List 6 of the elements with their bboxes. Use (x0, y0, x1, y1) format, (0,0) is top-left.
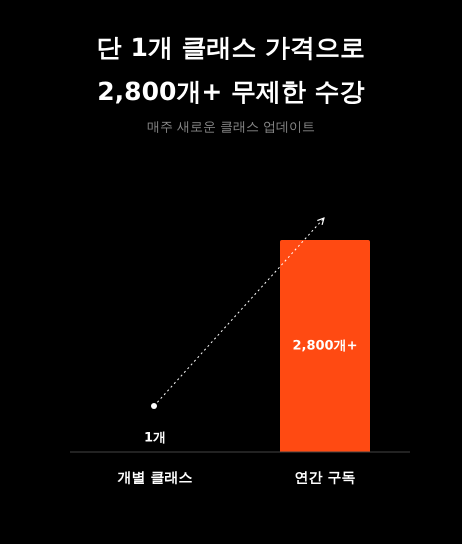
x-tick-label: 연간 구독 (294, 470, 356, 486)
chart-subtitle: 매주 새로운 클래스 업데이트 (146, 119, 316, 136)
x-tick-label: 개별 클래스 (118, 470, 192, 486)
data-label: 2,800개+ (292, 338, 358, 354)
data-label: 1개 (144, 430, 166, 446)
chart-title: 단 1개 클래스 가격으로 2,800개+ 무제한 수강 (96, 32, 366, 108)
